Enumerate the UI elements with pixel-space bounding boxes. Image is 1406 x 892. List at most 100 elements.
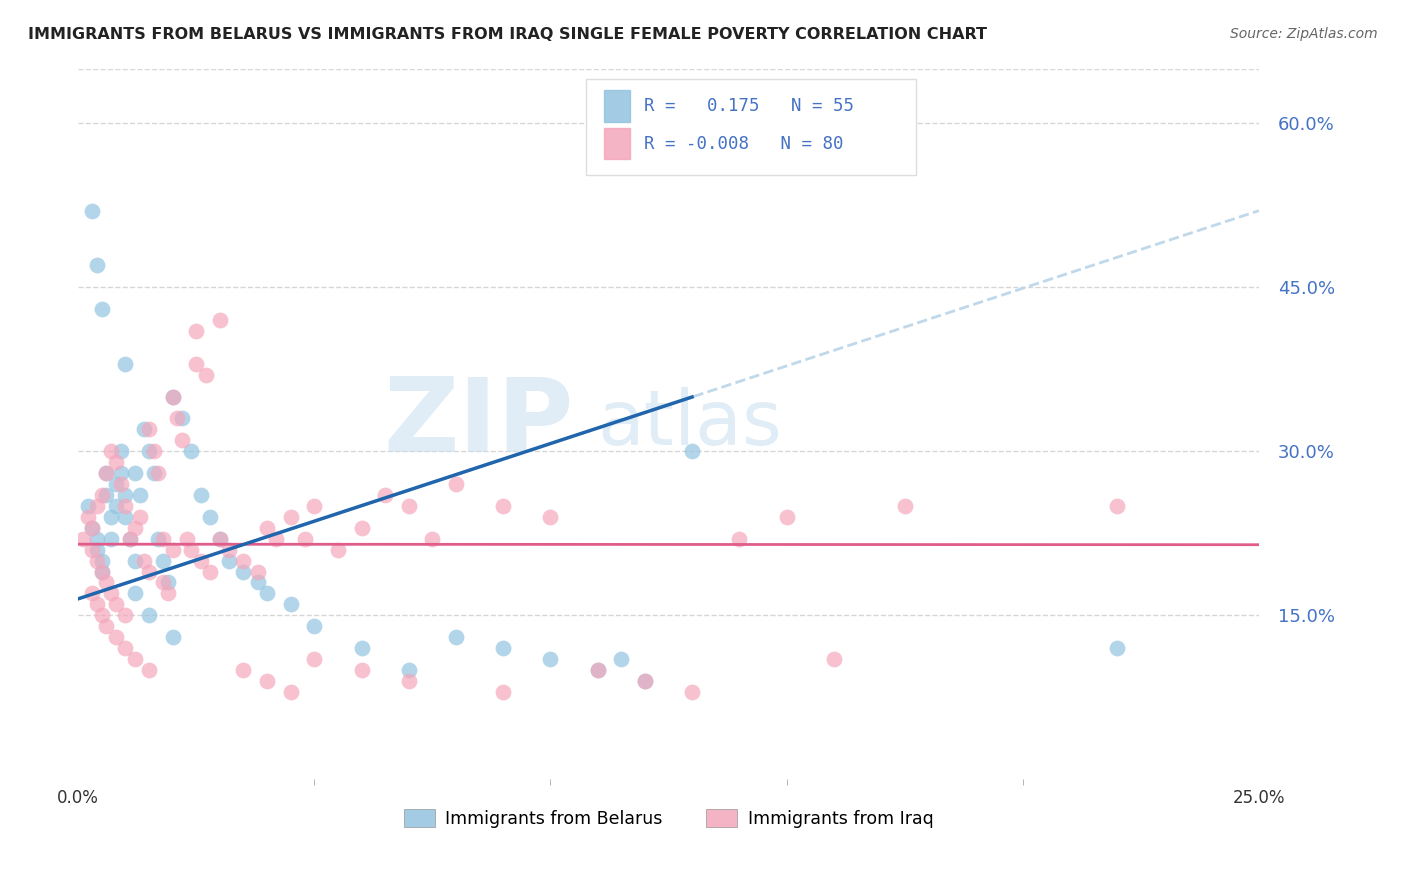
Point [138, 663, 160, 677]
Point [218, 542, 240, 557]
Point [186, 357, 208, 371]
Point [893, 499, 915, 513]
Point [304, 499, 326, 513]
Point [194, 368, 217, 382]
Point [374, 488, 396, 502]
Point [100, 444, 122, 458]
Point [232, 553, 254, 567]
Text: R =   0.175   N = 55: R = 0.175 N = 55 [644, 97, 853, 115]
Point [246, 565, 269, 579]
Text: ZIP: ZIP [384, 374, 574, 475]
Text: IMMIGRANTS FROM BELARUS VS IMMIGRANTS FROM IRAQ SINGLE FEMALE POVERTY CORRELATIO: IMMIGRANTS FROM BELARUS VS IMMIGRANTS FR… [28, 27, 987, 42]
Point [152, 532, 174, 546]
Point [152, 575, 174, 590]
Point [138, 608, 160, 623]
Point [208, 532, 231, 546]
Point [96, 466, 118, 480]
FancyBboxPatch shape [586, 79, 917, 175]
Point [586, 663, 609, 677]
Text: R = -0.008   N = 80: R = -0.008 N = 80 [644, 135, 844, 153]
Point [208, 532, 231, 546]
Point [492, 685, 515, 699]
Point [104, 477, 127, 491]
Point [138, 422, 160, 436]
Bar [603, 90, 630, 122]
Point [280, 685, 302, 699]
Point [162, 630, 184, 644]
Point [124, 586, 146, 600]
Point [100, 586, 122, 600]
Point [398, 499, 420, 513]
Point [538, 509, 561, 524]
Point [775, 509, 797, 524]
Point [100, 509, 122, 524]
Point [180, 444, 202, 458]
Point [90, 488, 112, 502]
Point [304, 652, 326, 666]
Point [681, 444, 703, 458]
Point [208, 313, 231, 327]
Point [166, 411, 188, 425]
Point [86, 597, 108, 611]
Point [104, 455, 127, 469]
Point [266, 532, 288, 546]
Point [232, 663, 254, 677]
Point [304, 619, 326, 633]
Point [610, 652, 633, 666]
Point [86, 499, 108, 513]
Point [120, 532, 142, 546]
Point [76, 499, 98, 513]
Point [124, 553, 146, 567]
Point [114, 488, 136, 502]
Point [156, 575, 179, 590]
Point [350, 663, 373, 677]
Point [110, 477, 132, 491]
Point [1107, 641, 1129, 656]
Point [82, 586, 104, 600]
Point [110, 444, 132, 458]
Point [156, 586, 179, 600]
Point [152, 553, 174, 567]
Point [170, 411, 193, 425]
Point [186, 324, 208, 338]
Point [86, 532, 108, 546]
Point [634, 673, 657, 688]
Point [104, 597, 127, 611]
Point [823, 652, 845, 666]
Point [148, 466, 170, 480]
Point [82, 203, 104, 218]
Point [124, 466, 146, 480]
Point [76, 509, 98, 524]
Point [586, 663, 609, 677]
Bar [603, 128, 630, 160]
Point [162, 390, 184, 404]
Text: atlas: atlas [598, 387, 783, 461]
Point [128, 488, 150, 502]
Point [96, 619, 118, 633]
Point [100, 532, 122, 546]
Point [148, 532, 170, 546]
Point [538, 652, 561, 666]
Point [326, 542, 349, 557]
Legend: Immigrants from Belarus, Immigrants from Iraq: Immigrants from Belarus, Immigrants from… [396, 802, 941, 835]
Point [180, 542, 202, 557]
Point [218, 553, 240, 567]
Point [114, 499, 136, 513]
Point [82, 542, 104, 557]
Point [492, 641, 515, 656]
Point [398, 663, 420, 677]
Point [86, 258, 108, 272]
Point [190, 488, 212, 502]
Point [162, 390, 184, 404]
Point [280, 597, 302, 611]
Point [120, 532, 142, 546]
Point [128, 509, 150, 524]
Point [138, 565, 160, 579]
Point [280, 509, 302, 524]
Point [104, 499, 127, 513]
Point [728, 532, 751, 546]
Point [170, 434, 193, 448]
Point [82, 521, 104, 535]
Point [350, 521, 373, 535]
Point [138, 444, 160, 458]
